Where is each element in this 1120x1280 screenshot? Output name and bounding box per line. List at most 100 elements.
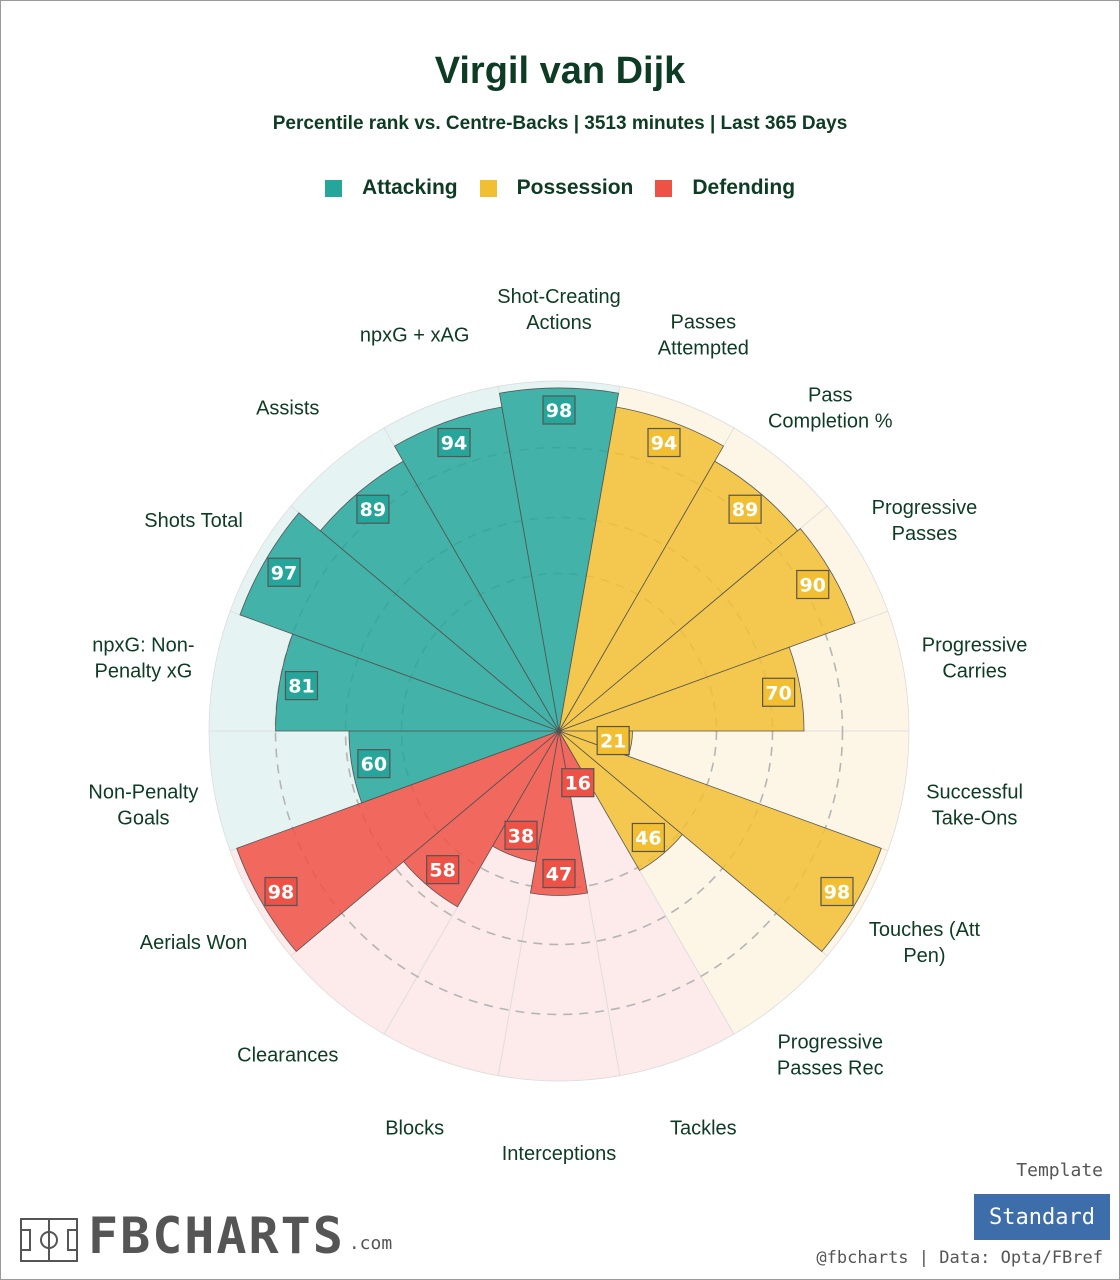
value-label-assists: 89 (356, 494, 390, 524)
legend-label-defending: Defending (692, 176, 796, 199)
value-text-blocks: 38 (508, 825, 534, 847)
bar-progressive-passes (558, 527, 856, 732)
legend-label-possession: Possession (516, 176, 634, 199)
category-label-assists: Assists (256, 398, 319, 420)
value-text-progressive-passes: 90 (800, 575, 826, 597)
category-label-clearances: Clearances (237, 1044, 338, 1066)
value-badge-successful-take-ons (596, 725, 630, 756)
legend-swatch-possession (479, 179, 497, 197)
logo-text: FBCHARTS (88, 1207, 345, 1265)
value-text-npxg-xag: 94 (441, 433, 467, 455)
category-label-npxg-xag: npxG + xAG (360, 324, 470, 346)
template-label: Template (1016, 1160, 1103, 1181)
value-label-npxg-non-penalty-xg: 81 (284, 670, 319, 701)
value-badge-clearances (426, 855, 460, 885)
bar-aerials-won (236, 730, 560, 953)
chart-subtitle: Percentile rank vs. Centre-Backs | 3513 … (272, 113, 848, 134)
category-label-tackles: Tackles (670, 1118, 737, 1140)
value-badge-progressive-carries (762, 677, 796, 707)
value-text-touches-att-pen: 98 (824, 882, 850, 904)
value-badge-passes-attempted (647, 427, 681, 458)
bar-progressive-carries (558, 646, 805, 732)
value-badge-aerials-won (264, 876, 298, 907)
category-label-successful-take-ons: Successful Take-Ons (926, 781, 1023, 829)
bar-shot-creating-actions (498, 387, 620, 732)
category-label-shot-creating-actions: Shot-Creating Actions (497, 286, 620, 334)
value-badge-interceptions (542, 858, 576, 889)
value-text-shots-total: 97 (271, 562, 297, 584)
value-badge-npxg-non-penalty-xg (284, 670, 319, 701)
value-label-progressive-passes-rec: 46 (631, 822, 665, 853)
category-label-touches-att-pen: Touches (Att Pen) (869, 919, 981, 967)
legend-swatch-defending (655, 179, 673, 197)
value-text-progressive-carries: 70 (765, 682, 791, 704)
value-text-successful-take-ons: 21 (600, 731, 626, 753)
data-credit: @fbcharts | Data: Opta/FBref (816, 1248, 1103, 1268)
legend: Attacking Possession Defending (0, 176, 1120, 200)
value-label-tackles: 16 (561, 768, 595, 798)
value-badge-pass-completion (728, 494, 762, 524)
category-label-interceptions: Interceptions (502, 1143, 617, 1165)
value-badge-assists (356, 494, 390, 524)
value-label-pass-completion: 89 (728, 494, 762, 524)
value-text-passes-attempted: 94 (651, 433, 677, 455)
value-badge-progressive-passes-rec (631, 822, 665, 853)
value-text-clearances: 58 (429, 860, 455, 882)
value-badge-shot-creating-actions (542, 395, 576, 425)
value-text-aerials-won: 98 (268, 882, 294, 904)
category-label-pass-completion: Pass Completion % (768, 385, 893, 433)
value-badge-touches-att-pen (820, 876, 854, 907)
bar-npxg-xag (393, 406, 560, 732)
value-text-non-penalty-goals: 60 (361, 754, 387, 776)
value-label-touches-att-pen: 98 (820, 876, 854, 907)
category-label-passes-attempted: Passes Attempted (658, 311, 749, 359)
value-badge-npxg-xag (437, 427, 471, 458)
category-label-progressive-passes: Progressive Passes (872, 497, 978, 545)
legend-swatch-attacking (324, 179, 342, 197)
value-label-shots-total: 97 (267, 557, 301, 587)
value-label-interceptions: 47 (542, 858, 576, 889)
chart-title: Virgil van Dijk (434, 50, 686, 92)
bar-passes-attempted (558, 406, 725, 732)
value-label-npxg-xag: 94 (437, 427, 471, 458)
category-label-aerials-won: Aerials Won (140, 932, 247, 954)
value-text-progressive-passes-rec: 46 (635, 827, 661, 849)
value-label-clearances: 58 (426, 855, 460, 885)
value-label-blocks: 38 (504, 820, 538, 850)
value-label-shot-creating-actions: 98 (542, 395, 576, 425)
value-label-successful-take-ons: 21 (596, 725, 630, 756)
value-text-npxg-non-penalty-xg: 81 (288, 676, 314, 698)
value-text-assists: 89 (360, 499, 386, 521)
legend-item-possession: Possession (479, 176, 634, 200)
value-badge-blocks (504, 820, 538, 850)
value-badge-non-penalty-goals (357, 749, 391, 779)
value-text-tackles: 16 (565, 773, 591, 795)
bar-shots-total (239, 512, 560, 732)
legend-item-defending: Defending (655, 176, 795, 200)
legend-item-attacking: Attacking (324, 176, 458, 200)
template-button[interactable]: Standard (974, 1194, 1110, 1240)
value-label-passes-attempted: 94 (647, 427, 681, 458)
value-text-pass-completion: 89 (732, 499, 758, 521)
value-label-non-penalty-goals: 60 (357, 749, 391, 779)
bar-interceptions (529, 730, 589, 896)
pitch-icon (20, 1218, 78, 1262)
value-label-aerials-won: 98 (264, 876, 298, 907)
category-label-shots-total: Shots Total (144, 510, 243, 532)
legend-label-attacking: Attacking (361, 176, 458, 199)
bar-touches-att-pen (558, 730, 882, 953)
logo-suffix: .com (348, 1233, 393, 1254)
category-label-npxg-non-penalty-xg: npxG: Non-Penalty xG (92, 635, 194, 683)
value-badge-progressive-passes (796, 569, 830, 600)
category-label-blocks: Blocks (385, 1118, 444, 1140)
value-badge-tackles (561, 768, 595, 798)
category-label-progressive-carries: Progressive Carries (922, 635, 1028, 683)
value-label-progressive-passes: 90 (796, 569, 830, 600)
category-label-non-penalty-goals: Non-Penalty Goals (88, 781, 198, 829)
category-label-progressive-passes-rec: Progressive Passes Rec (777, 1031, 884, 1079)
value-text-interceptions: 47 (546, 864, 572, 886)
category-labels: Shot-Creating Actions Passes Attempted Pass C… (88, 286, 1027, 1165)
value-labels: 98 94 89 90 70 21 98 46 16 47 38 58 98 60 81 97 89 94 (264, 395, 854, 907)
value-badge-shots-total (267, 557, 301, 587)
